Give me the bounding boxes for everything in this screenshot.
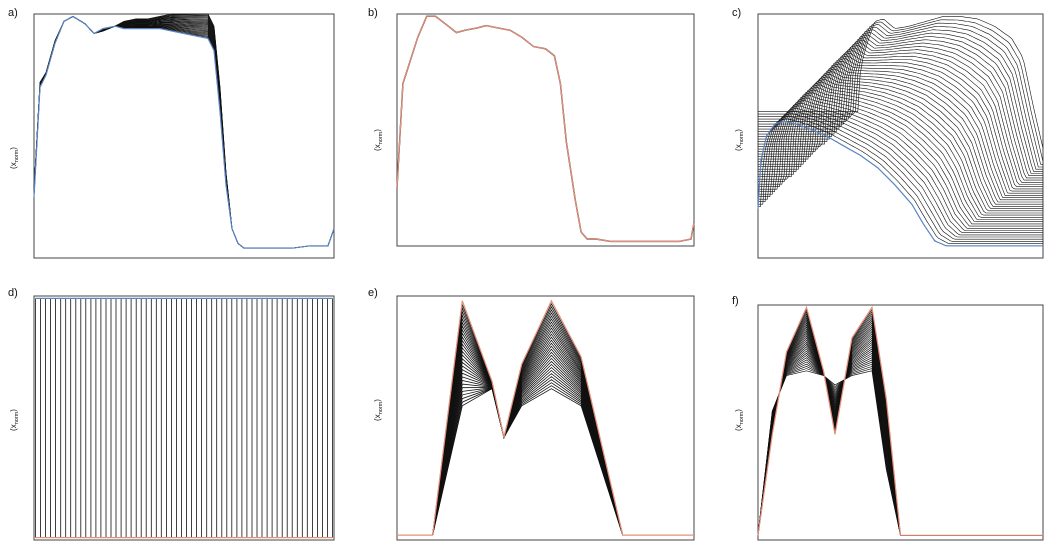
series-line xyxy=(758,102,1043,231)
highlight-series-line xyxy=(757,305,1043,536)
series-line xyxy=(758,81,1043,214)
highlight-series-line xyxy=(757,120,1043,247)
series-line xyxy=(758,92,1043,222)
plot-area-b xyxy=(396,15,695,243)
series-line xyxy=(758,84,1043,216)
series-line xyxy=(758,95,1043,225)
panel-label-a: a) xyxy=(8,7,18,19)
series-line xyxy=(758,107,1043,236)
panel-label-e: e) xyxy=(368,287,378,299)
plot-frame-f xyxy=(757,304,1044,541)
series-line xyxy=(758,50,1043,187)
series-line xyxy=(758,73,1043,207)
panel-c: c) (xnorm) xyxy=(732,7,1044,259)
series-line xyxy=(758,52,1043,190)
y-axis-label-b: (xnorm) xyxy=(373,129,384,151)
highlight-series-line xyxy=(396,15,695,242)
series-line xyxy=(758,66,1043,201)
series-line xyxy=(758,87,1043,218)
series-line xyxy=(758,37,1043,176)
y-axis-label-a: (xnorm) xyxy=(9,147,20,169)
y-axis-label-e: (xnorm) xyxy=(373,399,384,421)
highlight-series-line xyxy=(397,299,694,536)
series-line xyxy=(758,44,1043,183)
panel-label-f: f) xyxy=(732,295,739,307)
series-line xyxy=(758,26,1043,168)
plot-frame-a xyxy=(33,13,335,259)
panel-a: a) (xnorm) xyxy=(8,7,335,259)
series-line xyxy=(758,22,1044,166)
y-axis-label-c: (xnorm) xyxy=(734,129,745,151)
plot-area-d xyxy=(35,297,333,539)
plot-area-e xyxy=(397,299,694,536)
series-line xyxy=(758,78,1043,212)
highlight-series-line xyxy=(33,15,335,249)
series-line xyxy=(758,76,1043,209)
plot-frame-d xyxy=(33,295,335,541)
panel-label-c: c) xyxy=(732,7,741,19)
series-line xyxy=(758,42,1043,181)
series-line xyxy=(758,68,1043,203)
series-line xyxy=(758,31,1043,172)
series-line xyxy=(758,19,1044,162)
series-line xyxy=(758,60,1043,196)
panel-f: f) (xnorm) xyxy=(732,295,1044,541)
series-line xyxy=(758,55,1043,192)
panel-b: b) (xnorm) xyxy=(368,7,695,247)
plot-area-a xyxy=(33,13,335,249)
series-line xyxy=(758,89,1043,220)
panel-d: d) (xnorm) xyxy=(8,287,335,541)
series-line xyxy=(758,58,1043,194)
plot-area-f xyxy=(757,305,1043,536)
series-line xyxy=(758,115,1043,242)
panel-e: e) (xnorm) xyxy=(368,287,695,541)
panel-label-d: d) xyxy=(8,287,18,299)
y-axis-label-f: (xnorm) xyxy=(734,409,745,431)
series-line xyxy=(758,34,1043,174)
y-axis-label-d: (xnorm) xyxy=(9,409,20,431)
plot-frame-b xyxy=(396,13,695,247)
series-line xyxy=(758,16,1044,149)
plot-area-c xyxy=(757,16,1044,247)
series-line xyxy=(758,39,1043,179)
series-line xyxy=(758,71,1043,205)
panel-label-b: b) xyxy=(368,7,378,19)
series-line xyxy=(758,63,1043,198)
series-line xyxy=(758,47,1043,185)
series-line xyxy=(758,29,1043,170)
plot-frame-e xyxy=(396,295,695,541)
